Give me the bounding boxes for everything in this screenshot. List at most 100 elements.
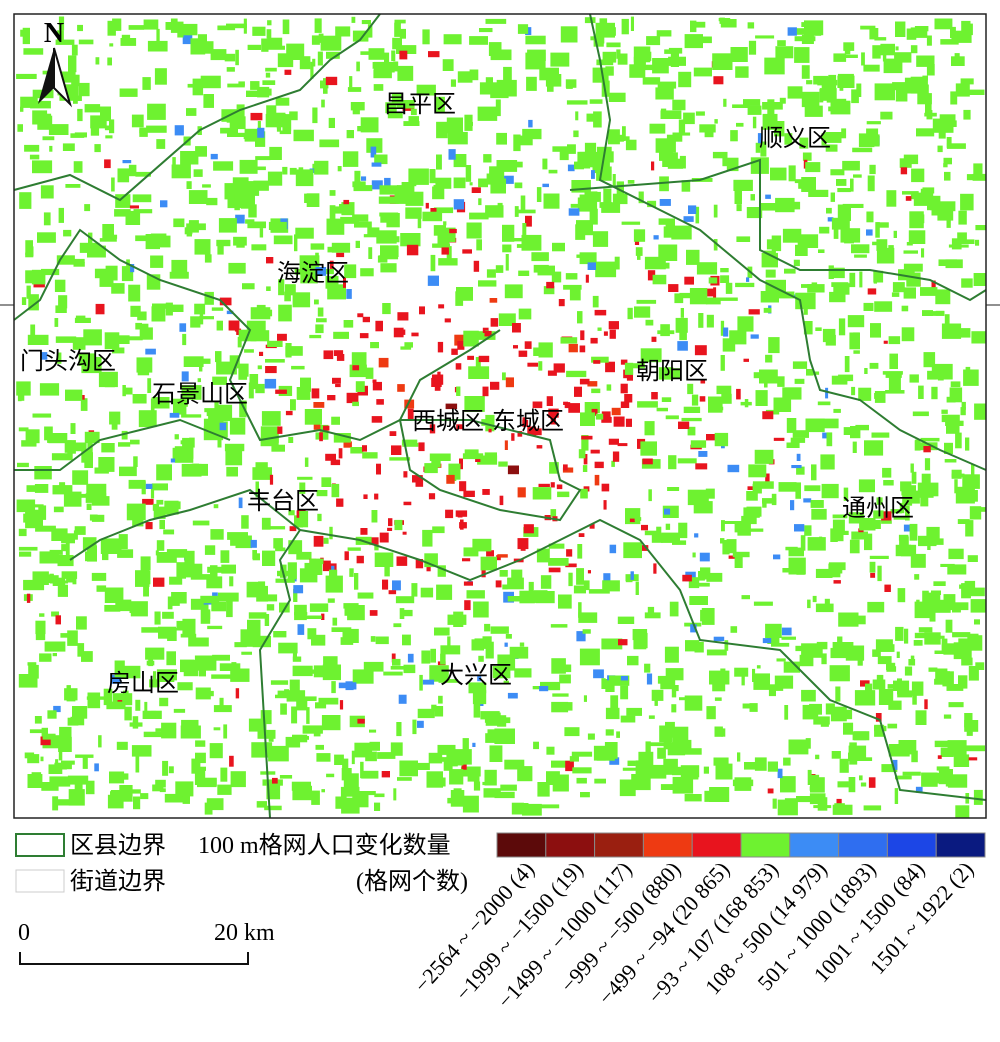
grid-cell <box>614 256 620 270</box>
grid-cell <box>902 771 921 776</box>
grid-cell <box>606 384 612 391</box>
grid-cell <box>343 320 354 328</box>
grid-cell <box>490 318 499 327</box>
grid-cell <box>794 47 810 63</box>
grid-cell <box>85 780 95 795</box>
grid-cell <box>831 267 845 279</box>
grid-cell <box>895 544 917 557</box>
grid-cell <box>796 568 805 575</box>
grid-cell <box>454 334 465 346</box>
grid-cell <box>195 146 207 157</box>
grid-cell <box>815 568 833 578</box>
grid-cell <box>256 801 267 808</box>
grid-cell <box>255 481 259 498</box>
grid-cell <box>466 590 485 599</box>
grid-cell <box>150 487 155 499</box>
grid-cell <box>931 386 938 400</box>
grid-cell <box>412 475 423 483</box>
grid-cell <box>98 457 115 472</box>
grid-cell <box>754 757 767 771</box>
grid-cell <box>285 736 301 748</box>
grid-cell <box>587 381 598 387</box>
grid-cell <box>428 752 443 764</box>
grid-cell <box>943 163 948 168</box>
grid-cell <box>140 570 151 585</box>
grid-cell <box>659 150 666 161</box>
grid-cell <box>519 642 525 647</box>
grid-cell <box>653 563 657 574</box>
grid-cell <box>495 99 501 117</box>
grid-cell <box>496 132 507 145</box>
grid-cell <box>438 258 458 266</box>
grid-cell <box>145 348 156 355</box>
grid-cell <box>473 781 481 791</box>
grid-cell <box>538 361 543 371</box>
grid-cell <box>864 368 868 374</box>
grid-cell <box>117 168 130 183</box>
grid-cell <box>968 757 978 761</box>
grid-cell <box>299 56 311 70</box>
grid-cell <box>916 128 935 137</box>
grid-cell <box>679 292 694 299</box>
grid-cell <box>926 64 935 76</box>
grid-cell <box>872 45 881 59</box>
grid-cell <box>166 549 188 558</box>
grid-cell <box>212 376 227 385</box>
grid-cell <box>496 555 501 561</box>
grid-cell <box>952 632 971 638</box>
grid-cell <box>767 99 775 115</box>
grid-cell <box>514 206 519 217</box>
grid-cell <box>567 164 575 172</box>
grid-cell <box>665 721 675 732</box>
grid-cell <box>259 228 264 238</box>
grid-cell <box>167 596 173 610</box>
grid-cell <box>403 471 408 478</box>
grid-cell <box>451 348 458 355</box>
grid-cell <box>371 162 382 167</box>
grid-cell <box>156 540 165 551</box>
grid-cell <box>864 533 873 551</box>
grid-cell <box>749 703 758 712</box>
grid-cell <box>419 674 423 691</box>
grid-cell <box>763 250 776 256</box>
grid-cell <box>352 30 369 42</box>
grid-cell <box>197 378 201 383</box>
grid-cell <box>169 271 189 279</box>
grid-cell <box>130 305 141 317</box>
grid-cell <box>346 392 359 404</box>
grid-cell <box>460 766 481 777</box>
grid-cell <box>61 760 75 765</box>
grid-cell <box>841 128 847 139</box>
grid-cell <box>904 628 909 644</box>
grid-cell <box>399 608 405 619</box>
grid-cell <box>186 108 197 116</box>
grid-cell <box>321 789 325 793</box>
grid-cell <box>947 740 967 756</box>
grid-cell <box>825 144 838 152</box>
grid-cell <box>210 153 218 160</box>
grid-cell <box>291 706 298 724</box>
grid-cell <box>406 244 419 256</box>
grid-cell <box>390 742 403 756</box>
grid-cell <box>914 26 929 32</box>
grid-cell <box>923 84 929 98</box>
grid-cell <box>794 36 816 42</box>
grid-cell <box>832 804 853 815</box>
grid-cell <box>527 362 539 367</box>
grid-cell <box>122 387 133 395</box>
grid-cell <box>688 577 700 589</box>
grid-cell <box>593 669 604 679</box>
grid-cell <box>107 20 116 36</box>
grid-cell <box>831 217 850 230</box>
grid-cell <box>883 480 894 486</box>
grid-cell <box>647 270 656 281</box>
grid-cell <box>122 385 126 397</box>
grid-cell <box>52 485 73 495</box>
grid-cell <box>481 568 486 578</box>
grid-cell <box>543 286 555 295</box>
grid-cell <box>700 36 712 44</box>
grid-cell <box>479 28 493 33</box>
grid-cell <box>362 452 378 459</box>
grid-cell <box>908 659 916 666</box>
